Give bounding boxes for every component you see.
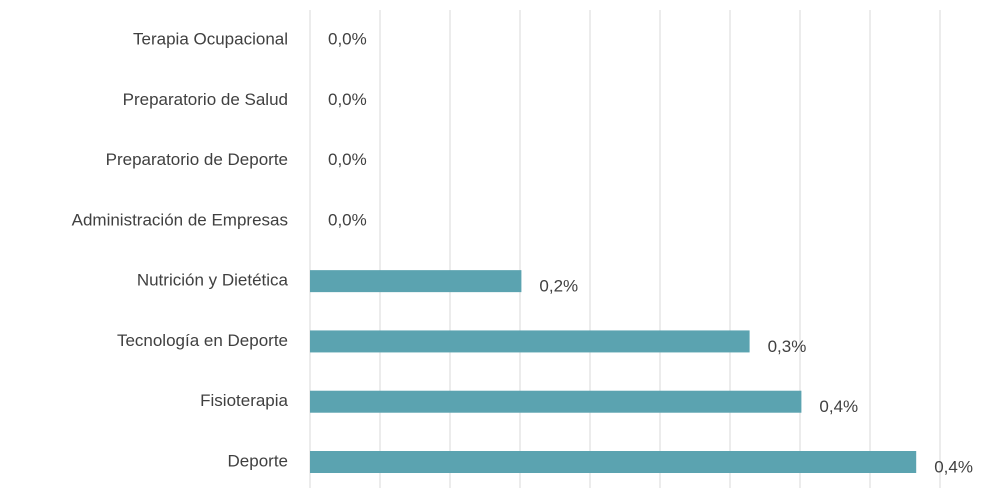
data-label: 0,0% xyxy=(328,90,367,109)
category-label: Preparatorio de Deporte xyxy=(106,150,288,169)
category-label: Nutrición y Dietética xyxy=(137,271,289,290)
category-label: Preparatorio de Salud xyxy=(123,90,288,109)
bar xyxy=(310,270,522,293)
category-label: Terapia Ocupacional xyxy=(133,29,288,48)
data-label: 0,4% xyxy=(934,457,973,476)
bar xyxy=(310,330,750,353)
data-label: 0,0% xyxy=(328,210,367,229)
bar xyxy=(310,390,802,413)
data-label: 0,0% xyxy=(328,150,367,169)
data-label: 0,3% xyxy=(768,337,807,356)
data-label: 0,0% xyxy=(328,29,367,48)
category-label: Deporte xyxy=(228,451,288,470)
category-label: Administración de Empresas xyxy=(72,210,288,229)
data-label: 0,4% xyxy=(819,397,858,416)
data-label: 0,2% xyxy=(539,277,578,296)
bar xyxy=(310,451,917,473)
category-label: Tecnología en Deporte xyxy=(117,331,288,350)
category-label: Fisioterapia xyxy=(200,391,288,410)
